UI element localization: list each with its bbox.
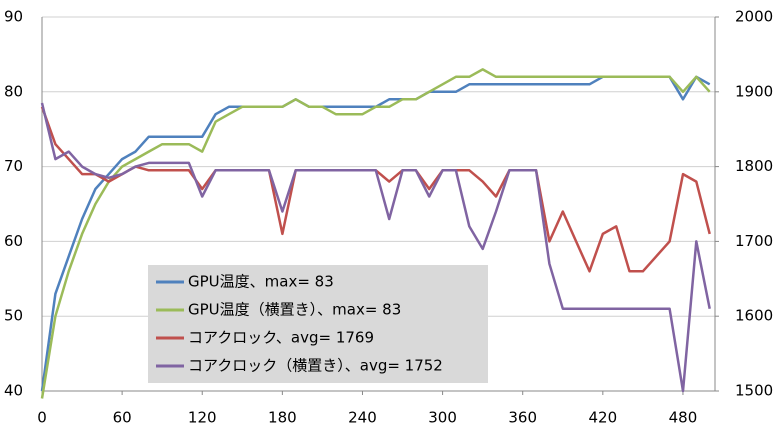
- legend-label: GPU温度、max= 83: [188, 273, 334, 291]
- x-tick-label: 0: [37, 409, 47, 427]
- y2-tick-label: 1600: [735, 307, 773, 325]
- y2-tick-label: 1900: [735, 82, 773, 100]
- legend-label: コアクロック（横置き）、avg= 1752: [188, 357, 443, 375]
- legend-label: コアクロック、avg= 1769: [188, 329, 374, 347]
- x-tick-label: 60: [113, 409, 132, 427]
- legend-label: GPU温度（横置き）、max= 83: [188, 301, 401, 319]
- legend: GPU温度、max= 83 GPU温度（横置き）、max= 83 コアクロック、av…: [148, 265, 488, 383]
- x-tick-label: 300: [428, 409, 457, 427]
- y-tick-label: 60: [4, 232, 23, 250]
- x-tick-label: 180: [268, 409, 297, 427]
- y-tick-label: 90: [4, 8, 23, 26]
- series-line: [40, 68, 711, 399]
- x-tick-label: 120: [188, 409, 217, 427]
- y2-tick-label: 1700: [735, 232, 773, 250]
- x-tick-label: 360: [508, 409, 537, 427]
- y2-tick-label: 1800: [735, 157, 773, 175]
- y2-tick-label: 2000: [735, 8, 773, 26]
- x-tick-label: 240: [348, 409, 377, 427]
- y-tick-label: 50: [4, 307, 23, 325]
- y2-tick-label: 1500: [735, 382, 773, 400]
- legend-box: [148, 265, 488, 383]
- y-tick-label: 70: [4, 157, 23, 175]
- y-tick-label: 80: [4, 82, 23, 100]
- series-line: [40, 102, 711, 393]
- x-tick-label: 420: [589, 409, 618, 427]
- x-tick-label: 480: [669, 409, 698, 427]
- y-tick-label: 40: [4, 382, 23, 400]
